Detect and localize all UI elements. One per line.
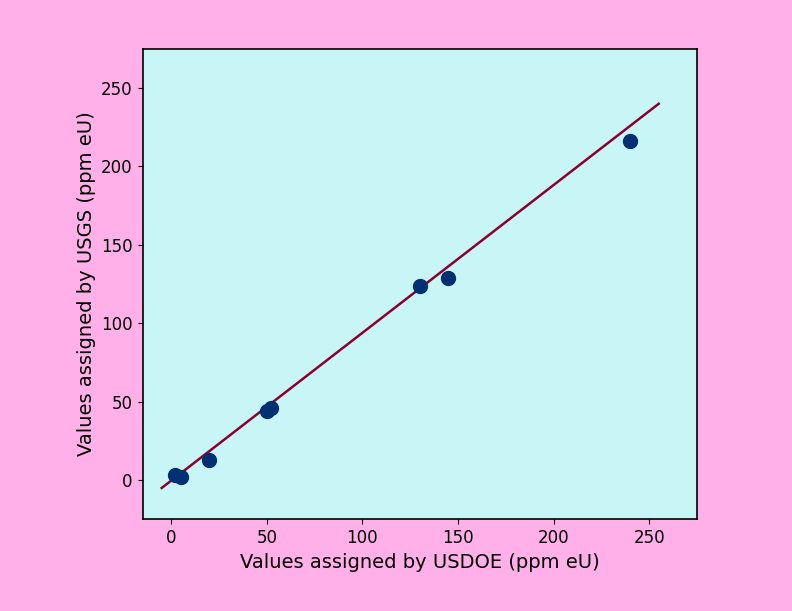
Y-axis label: Values assigned by USGS (ppm eU): Values assigned by USGS (ppm eU) bbox=[77, 112, 96, 456]
Point bbox=[174, 472, 187, 482]
Point bbox=[169, 470, 181, 480]
X-axis label: Values assigned by USDOE (ppm eU): Values assigned by USDOE (ppm eU) bbox=[240, 552, 600, 572]
Point bbox=[265, 403, 277, 413]
Point bbox=[442, 273, 455, 283]
Point bbox=[413, 281, 426, 291]
Point bbox=[261, 406, 273, 416]
Point bbox=[624, 136, 637, 146]
Point bbox=[203, 455, 215, 464]
